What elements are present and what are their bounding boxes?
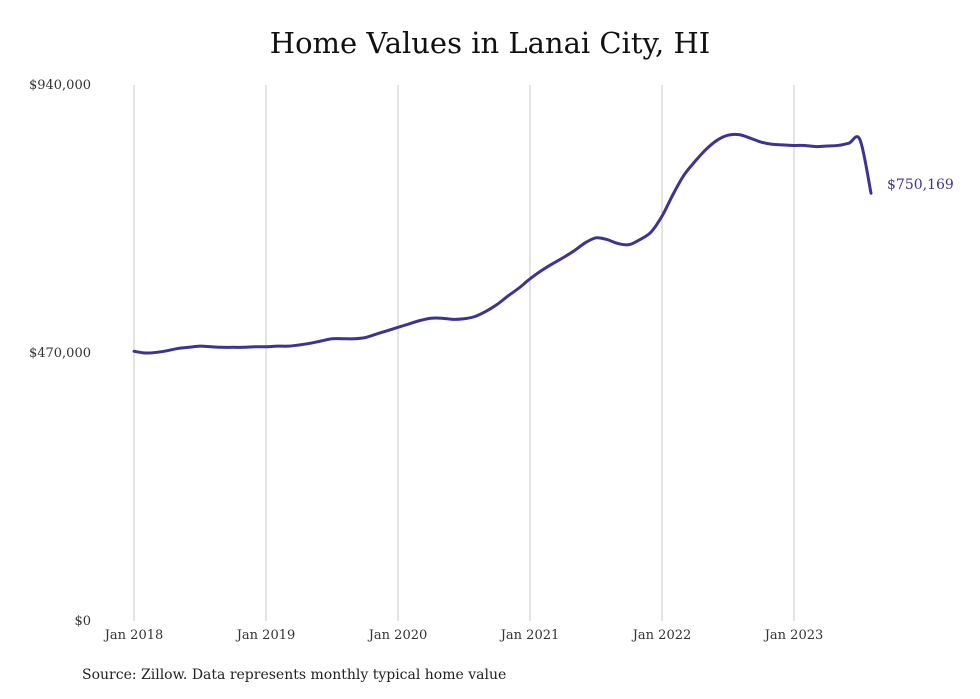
gridlines — [133, 85, 795, 621]
x-tick-label: Jan 2022 — [631, 628, 692, 643]
y-tick-label: $0 — [74, 614, 91, 629]
source-note: Source: Zillow. Data represents monthly … — [82, 667, 507, 683]
chart-title: Home Values in Lanai City, HI — [269, 26, 711, 60]
x-tick-label: Jan 2021 — [499, 628, 560, 643]
x-tick-label: Jan 2019 — [235, 628, 296, 643]
end-value-label: $750,169 — [887, 177, 954, 193]
x-tick-label: Jan 2018 — [103, 628, 164, 643]
x-tick-label: Jan 2023 — [763, 628, 824, 643]
series-line — [132, 132, 873, 355]
y-tick-label: $940,000 — [29, 78, 91, 93]
x-tick-label: Jan 2020 — [367, 628, 428, 643]
series-layer: $750,169 — [132, 132, 954, 355]
axis-tick-labels: Jan 2018 Jan 2019 Jan 2020 Jan 2021 Jan 2022… — [29, 78, 823, 643]
y-tick-label: $470,000 — [29, 346, 91, 361]
